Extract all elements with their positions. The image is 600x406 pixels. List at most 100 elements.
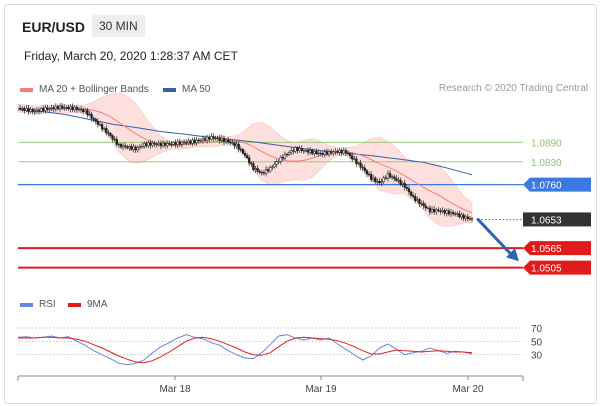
- candle-body: [262, 172, 266, 174]
- candle-body: [309, 150, 312, 153]
- candle-body: [374, 177, 377, 182]
- timeframe-badge[interactable]: 30 MIN: [92, 15, 145, 37]
- legend-ma50-label: MA 50: [182, 84, 211, 95]
- candle-body: [269, 166, 272, 172]
- candle-body: [86, 109, 89, 116]
- datetime-label: Friday, March 20, 2020 1:28:37 AM CET: [24, 49, 238, 63]
- candle-body: [380, 181, 383, 184]
- rsi-tick-label: 50: [531, 337, 543, 348]
- candle-body: [285, 153, 289, 156]
- legend-ma50: MA 50: [163, 84, 210, 95]
- ma20-line: [17, 107, 473, 214]
- candle-body: [71, 106, 74, 111]
- candle-body: [441, 210, 444, 212]
- candle-body: [445, 210, 448, 214]
- candle-body: [203, 138, 207, 141]
- x-tick-label: Mar 19: [305, 384, 337, 395]
- level-tag: [523, 212, 591, 227]
- candle-body: [319, 152, 322, 155]
- candle-body: [170, 143, 173, 146]
- level-tag: [523, 177, 591, 192]
- ma9-swatch: [68, 302, 81, 307]
- candle-body: [18, 107, 22, 110]
- candle-body: [395, 178, 398, 181]
- candle-body: [27, 108, 30, 112]
- candle-body: [21, 108, 24, 110]
- candle-body: [401, 182, 404, 185]
- candle-body: [330, 151, 333, 154]
- candle-body: [237, 143, 240, 150]
- candle-body: [418, 199, 421, 204]
- candle-body: [233, 142, 236, 147]
- candle-body: [298, 148, 301, 151]
- candle-body: [216, 137, 219, 139]
- legend-ma20-label: MA 20 + Bollinger Bands: [39, 84, 149, 95]
- candle-body: [460, 214, 463, 218]
- candle-body: [327, 151, 331, 155]
- candle-body: [96, 121, 100, 125]
- candle-body: [338, 149, 341, 153]
- candle-body: [187, 140, 190, 144]
- candle-body: [449, 212, 453, 215]
- candle-body: [115, 139, 118, 145]
- legend-ma20: MA 20 + Bollinger Bands: [20, 84, 149, 95]
- candle-body: [372, 177, 375, 180]
- candle-body: [193, 139, 196, 143]
- bollinger-band: [17, 92, 473, 227]
- candle-body: [199, 140, 203, 142]
- candle-body: [342, 150, 345, 154]
- candle-body: [414, 196, 417, 201]
- candle-body: [172, 142, 175, 145]
- legend-9ma: 9MA: [68, 299, 108, 310]
- candle-body: [340, 149, 343, 154]
- candle-body: [197, 139, 200, 142]
- candle-body: [176, 141, 179, 146]
- candle-body: [420, 203, 423, 205]
- candle-body: [384, 177, 387, 179]
- candle-body: [37, 110, 41, 112]
- candle-body: [311, 150, 314, 154]
- candle-body: [426, 207, 430, 209]
- candle-body: [336, 151, 339, 153]
- candle-body: [191, 139, 194, 144]
- candle-body: [271, 166, 274, 168]
- candle-body: [60, 105, 64, 109]
- candle-body: [224, 139, 228, 142]
- candle-body: [428, 207, 432, 213]
- candle-body: [254, 168, 257, 170]
- candle-body: [140, 146, 144, 148]
- candle-body: [266, 169, 270, 172]
- candle-body: [84, 109, 87, 112]
- candle-body: [407, 188, 411, 193]
- candle-body: [124, 145, 127, 147]
- candle-body: [283, 153, 287, 159]
- candle-body: [376, 181, 379, 183]
- candle-body: [227, 139, 230, 143]
- candle-body: [344, 150, 348, 154]
- candle-body: [443, 210, 446, 214]
- candle-body: [430, 208, 434, 213]
- candle-body: [184, 142, 188, 144]
- candle-body: [468, 218, 472, 220]
- candle-body: [355, 158, 358, 164]
- candle-body: [422, 203, 425, 207]
- candle-body: [58, 105, 62, 110]
- candle-body: [130, 146, 133, 150]
- candle-body: [69, 106, 72, 110]
- candle-body: [321, 152, 324, 155]
- candle-body: [31, 109, 34, 112]
- candle-body: [117, 143, 121, 146]
- candle-body: [229, 141, 232, 144]
- candle-body: [334, 151, 337, 153]
- candle-body: [416, 199, 419, 201]
- candle-body: [346, 152, 350, 155]
- candle-body: [107, 132, 110, 134]
- candle-body: [454, 213, 457, 215]
- candle-body: [220, 137, 224, 141]
- candle-body: [447, 210, 451, 215]
- candle-body: [52, 107, 55, 110]
- candle-body: [25, 108, 28, 111]
- candle-body: [403, 182, 406, 188]
- candle-body: [77, 108, 81, 111]
